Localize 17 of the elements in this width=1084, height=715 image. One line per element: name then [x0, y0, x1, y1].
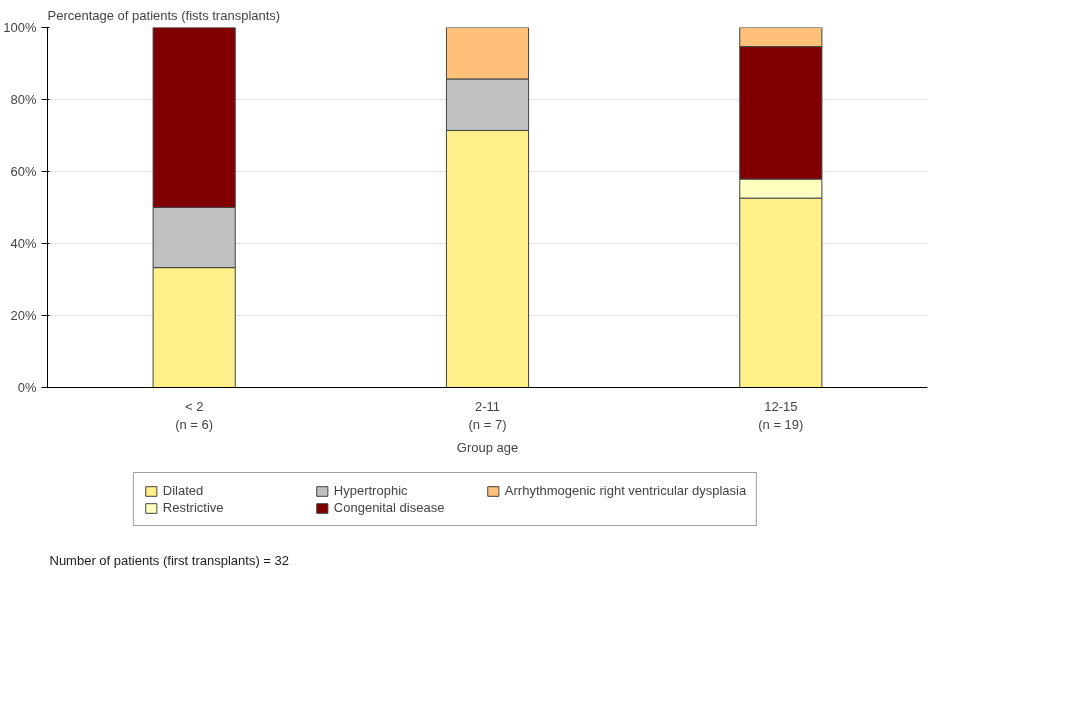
- legend-label: Restrictive: [162, 500, 225, 515]
- y-axis-title: Percentage of patients (fists transplants): [47, 7, 281, 23]
- y-tick-label: 0%: [17, 380, 37, 395]
- x-tick-label: 12-15 (n = 19): [758, 398, 804, 432]
- y-tick-label: 60%: [10, 164, 37, 179]
- legend-label: Arrhythmogenic right ventricular dysplasia: [504, 483, 747, 498]
- legend-label: Dilated: [162, 483, 205, 498]
- x-axis-title: Group age: [456, 439, 519, 455]
- y-tick-label: 20%: [10, 308, 37, 323]
- legend-label: Congenital disease: [333, 500, 446, 515]
- y-tick-label: 80%: [10, 92, 37, 107]
- y-tick-label: 40%: [10, 236, 37, 251]
- x-tick-label: 2-11 (n = 7): [468, 398, 507, 432]
- y-tick-label: 100%: [3, 20, 37, 35]
- text: Number of patients (first transplants) = 32: [49, 552, 290, 568]
- x-tick-label: < 2 (n = 6): [175, 398, 214, 432]
- legend-label: Hypertrophic: [333, 483, 409, 498]
